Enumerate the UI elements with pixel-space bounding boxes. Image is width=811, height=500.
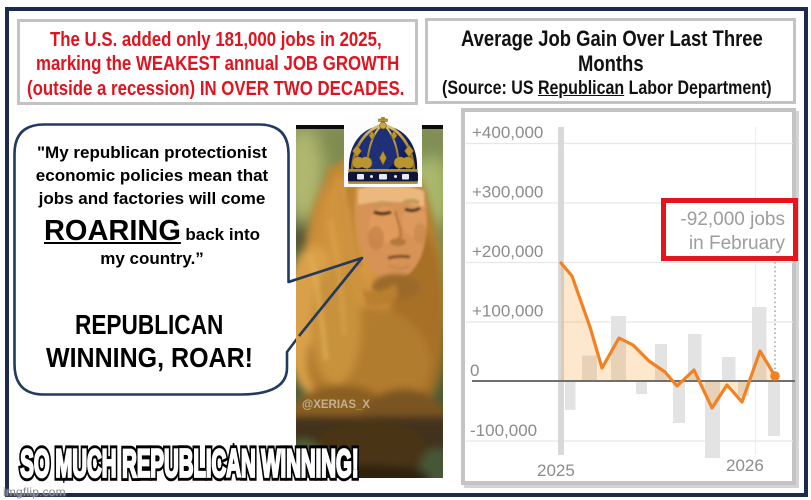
svg-text:SO MUCH REPUBLICAN WINNING!: SO MUCH REPUBLICAN WINNING! [20,443,358,483]
svg-text:0: 0 [470,361,479,380]
svg-text:2026: 2026 [726,456,764,475]
svg-text:-100,000: -100,000 [470,421,537,440]
svg-text:SO MUCH REPUBLICAN WINNING!: SO MUCH REPUBLICAN WINNING! [20,443,358,483]
svg-text:+200,000: +200,000 [472,242,543,261]
svg-text:+100,000: +100,000 [472,302,543,321]
svg-text:@XERIAS_X: @XERIAS_X [302,399,370,411]
svg-text:+300,000: +300,000 [472,183,543,202]
svg-text:+400,000: +400,000 [472,123,543,142]
svg-text:2025: 2025 [537,461,575,480]
